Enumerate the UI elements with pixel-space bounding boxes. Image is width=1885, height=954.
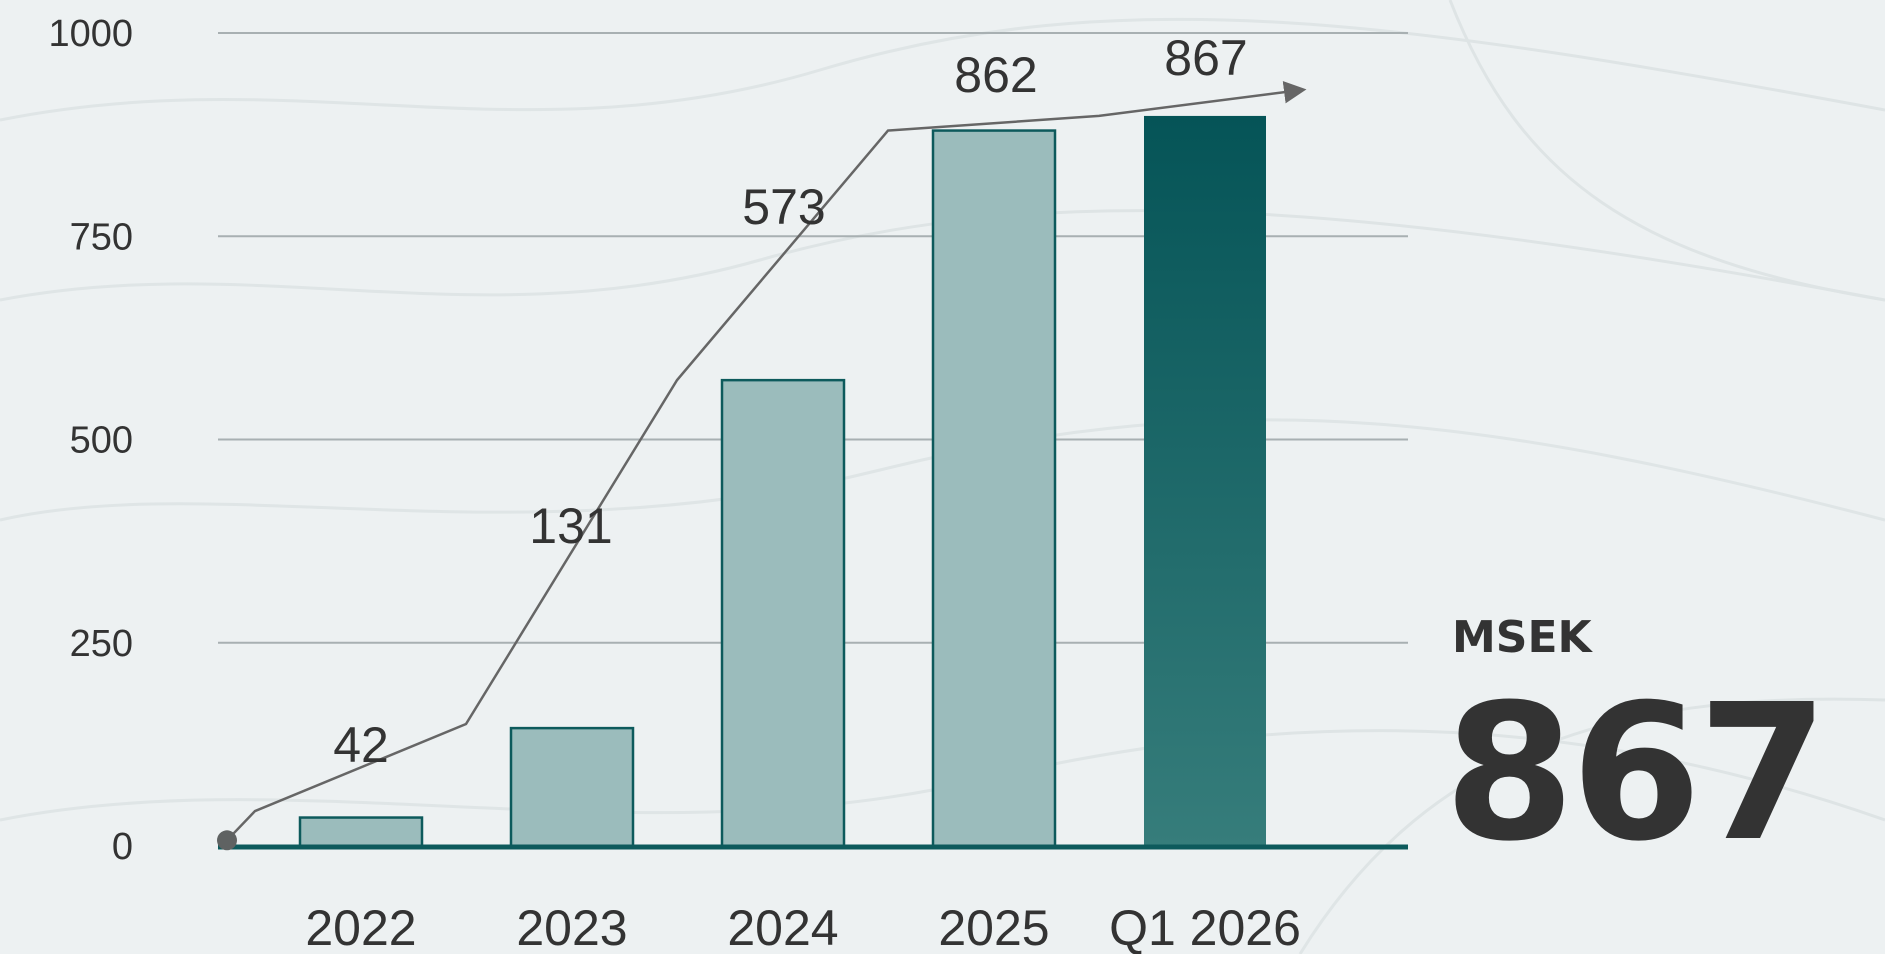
- y-tick-label-0: 0: [112, 826, 133, 868]
- value-label-2024: 573: [742, 179, 825, 235]
- bar-2022: [298, 816, 424, 848]
- y-axis-ticks: 0 250 500 750 1000: [48, 13, 133, 868]
- x-tick-label-2023: 2023: [516, 900, 627, 954]
- value-label-2023: 131: [529, 498, 612, 554]
- callout-unit: MSEK: [1452, 612, 1594, 663]
- trend-line-group: [217, 81, 1307, 851]
- callout-value: 867: [1444, 664, 1824, 883]
- x-tick-label-q1-2026: Q1 2026: [1109, 900, 1301, 954]
- bar-2024: [720, 378, 846, 848]
- y-tick-label-500: 500: [70, 420, 133, 462]
- category-labels: 2022 2023 2024 2025 Q1 2026: [305, 900, 1301, 954]
- value-label-2025: 862: [954, 47, 1037, 103]
- trend-start-dot: [217, 830, 237, 851]
- x-tick-label-2024: 2024: [727, 900, 838, 954]
- bar-2025: [931, 129, 1057, 848]
- x-tick-label-2022: 2022: [305, 900, 416, 954]
- value-label-q1-2026: 867: [1164, 30, 1247, 86]
- x-tick-label-2025: 2025: [938, 900, 1049, 954]
- trend-line: [226, 81, 1307, 842]
- y-tick-label-250: 250: [70, 623, 133, 665]
- value-label-2022: 42: [333, 717, 389, 773]
- y-tick-label-1000: 1000: [48, 13, 133, 55]
- bar-2023: [509, 726, 635, 848]
- value-labels: 42 131 573 862 867: [333, 30, 1248, 773]
- bar-q1-2026: [1144, 115, 1266, 846]
- y-tick-label-750: 750: [70, 216, 133, 258]
